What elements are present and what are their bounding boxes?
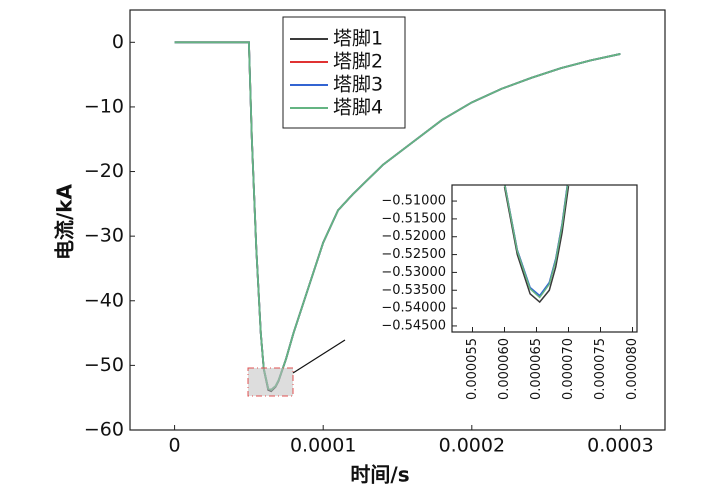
y-tick-label: −0.53500 [381,283,446,298]
y-tick-label: −60 [84,419,124,441]
y-tick-label: −0.52500 [381,247,446,262]
main-plot: 0 −10 −20 −30 −40 −50 −60 0 0.0001 0.0002 0.0003 [84,31,654,457]
zoom-leader [292,339,346,374]
y-tick-label: −40 [84,289,124,311]
y-tick-label: −0.51000 [381,194,446,209]
y-tick-label: −10 [84,95,124,117]
series-line [503,185,570,304]
x-tick-label: 0.0002 [439,435,505,457]
inset-background [452,185,637,332]
y-tick-label: −30 [84,225,124,247]
x-tick-label: 0.000070 [561,338,576,400]
x-tick-label: 0.000075 [593,338,608,400]
y-tick-label: −0.52000 [381,229,446,244]
y-tick-label: −50 [84,354,124,376]
inset-frame [451,184,638,333]
y-tick-label: −0.54500 [381,318,446,333]
y-tick-label: −0.51500 [381,211,446,226]
x-tick-label: 0.000060 [497,338,512,400]
x-tick-label: 0.0003 [587,435,653,457]
y-tick-label: −0.53000 [381,265,446,280]
x-tick-label: 0 [169,435,181,457]
x-tick-label: 0.0001 [290,435,356,457]
y-axis-label: 电流/kA [53,183,77,260]
plot-frame [129,9,666,431]
x-tick-label: 0.000065 [529,338,544,400]
inset-plot: −0.51000 −0.51500 −0.52000 −0.52500 −0.53000… [381,185,640,400]
zoom-region [247,367,294,397]
legend-label: 塔脚4 [333,97,383,119]
legend-box [282,16,406,129]
legend-label: 塔脚2 [333,51,383,73]
legend-label: 塔脚3 [333,74,383,96]
x-tick-label: 0.000080 [625,338,640,400]
x-axis-label: 时间/s [350,463,409,487]
x-tick-label: 0.000055 [465,338,480,400]
series-line [504,185,569,299]
y-tick-label: −20 [84,160,124,182]
legend-label: 塔脚1 [333,28,383,50]
series-line [174,41,621,391]
y-tick-label: 0 [112,31,124,53]
y-tick-label: −0.54000 [381,301,446,316]
